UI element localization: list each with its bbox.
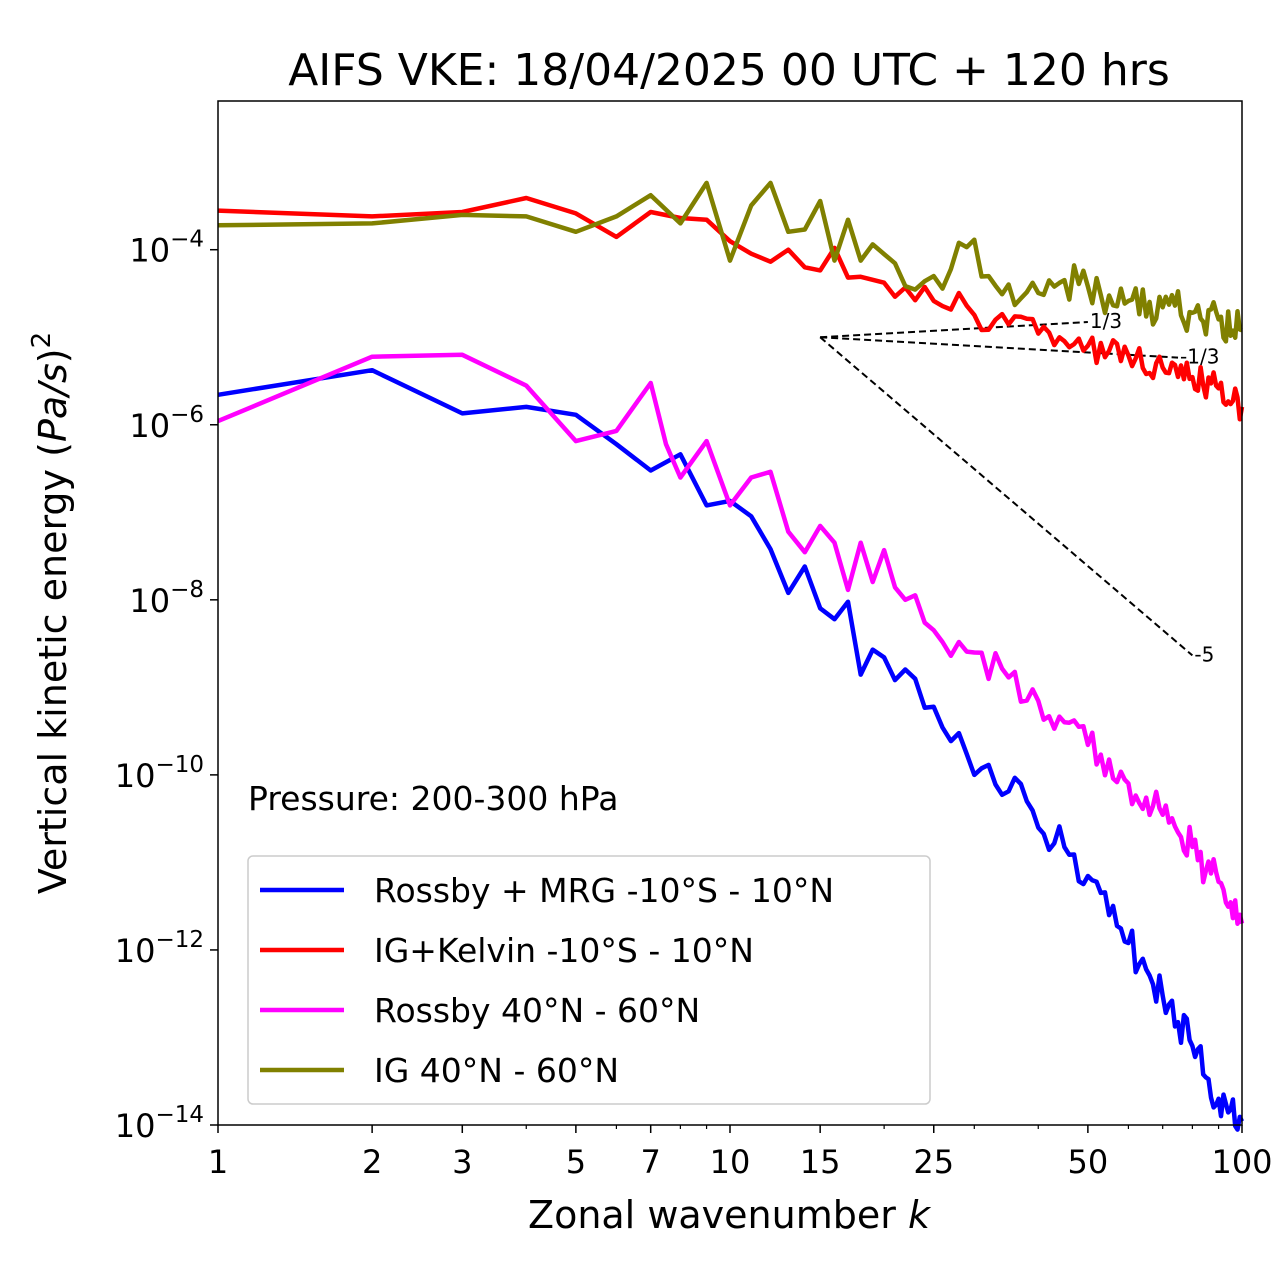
y-axis-label-text: Vertical kinetic energy ( bbox=[31, 442, 75, 894]
y-tick-label: 10−4 bbox=[129, 227, 204, 270]
y-tick-label-exponent: −6 bbox=[170, 402, 204, 428]
y-axis-label-close: ) bbox=[31, 348, 75, 363]
series-lines bbox=[217, 180, 1245, 1132]
x-tick-label: 3 bbox=[452, 1143, 472, 1181]
series-line bbox=[217, 180, 1243, 344]
legend-label: Rossby + MRG -10°S - 10°N bbox=[374, 871, 834, 910]
x-tick-label: 1 bbox=[208, 1143, 228, 1181]
x-tick-label: 25 bbox=[913, 1143, 954, 1181]
x-axis: 1 2 3 5 7 10 15 25 50 100 bbox=[208, 1125, 1273, 1181]
y-tick-label-exponent: −14 bbox=[155, 1102, 204, 1128]
y-tick-label: 10−10 bbox=[115, 752, 204, 795]
pressure-annotation: Pressure: 200-300 hPa bbox=[248, 779, 618, 818]
y-tick-label: 10−8 bbox=[129, 577, 204, 620]
y-tick-label-exponent: −12 bbox=[155, 927, 204, 953]
legend: Rossby + MRG -10°S - 10°N IG+Kelvin -10°S… bbox=[247, 855, 931, 1105]
y-axis-label-variable: Pa/s bbox=[31, 363, 75, 442]
reference-slope-label: -5 bbox=[1194, 642, 1214, 666]
y-tick-label: 10−12 bbox=[115, 927, 204, 970]
x-tick-label: 15 bbox=[800, 1143, 841, 1181]
y-tick-label-base: 10 bbox=[115, 932, 156, 970]
x-tick-label: 100 bbox=[1211, 1143, 1272, 1181]
y-tick-label-base: 10 bbox=[129, 232, 170, 270]
y-tick-label: 10−14 bbox=[115, 1102, 204, 1145]
legend-box bbox=[247, 855, 931, 1105]
reference-slope-line bbox=[820, 320, 1088, 339]
y-tick-label-base: 10 bbox=[129, 582, 170, 620]
reference-slope-line bbox=[819, 336, 1194, 657]
x-tick-label: 10 bbox=[710, 1143, 751, 1181]
legend-label: Rossby 40°N - 60°N bbox=[374, 991, 700, 1030]
y-tick-label-base: 10 bbox=[129, 407, 170, 445]
x-axis-label-text: Zonal wavenumber bbox=[528, 1193, 908, 1237]
y-axis-label: Vertical kinetic energy (Pa/s)2 bbox=[27, 332, 75, 894]
chart-title: AIFS VKE: 18/04/2025 00 UTC + 120 hrs bbox=[288, 45, 1170, 96]
legend-label: IG+Kelvin -10°S - 10°N bbox=[374, 931, 754, 970]
y-axis-label-exponent: 2 bbox=[27, 332, 57, 349]
x-tick-label: 50 bbox=[1068, 1143, 1109, 1181]
y-tick-label-base: 10 bbox=[115, 1107, 156, 1145]
series-line bbox=[217, 367, 1245, 1132]
y-tick-label-exponent: −8 bbox=[170, 577, 204, 603]
y-tick-label-exponent: −10 bbox=[155, 752, 204, 778]
x-tick-label: 2 bbox=[362, 1143, 382, 1181]
y-tick-label: 10−6 bbox=[129, 402, 204, 445]
x-axis-label: Zonal wavenumber k bbox=[528, 1193, 932, 1237]
legend-label: IG 40°N - 60°N bbox=[374, 1051, 619, 1090]
x-tick-label: 7 bbox=[641, 1143, 661, 1181]
y-tick-label-base: 10 bbox=[115, 757, 156, 795]
x-axis-label-variable: k bbox=[908, 1193, 932, 1237]
series-line bbox=[217, 352, 1245, 926]
series-line bbox=[217, 195, 1245, 422]
x-tick-label: 5 bbox=[566, 1143, 586, 1181]
y-tick-label-exponent: −4 bbox=[170, 227, 204, 253]
